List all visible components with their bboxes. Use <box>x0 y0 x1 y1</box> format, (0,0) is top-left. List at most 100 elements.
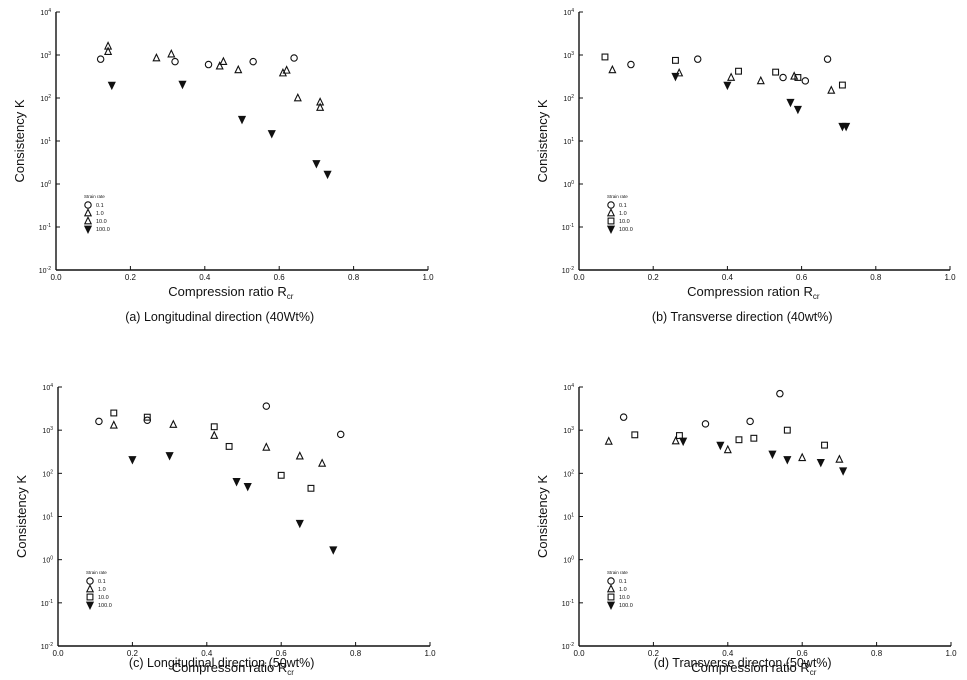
series-10-0 <box>104 41 325 111</box>
data-point <box>165 452 174 461</box>
series-1-0 <box>604 435 844 463</box>
x-axis-title: Compresson ratio Rcr <box>172 660 295 677</box>
chart-panel-3: 0.0 0.2 0.4 0.6 0.8 1.0 10-2 10-1 100 101 102 103 10… <box>14 383 436 677</box>
data-point <box>143 413 151 421</box>
data-point <box>96 55 105 63</box>
y-tick-label: 102 <box>40 94 51 103</box>
x-axis-title: Compression ration Rcr <box>687 284 820 301</box>
x-tick-label: 0.6 <box>796 273 808 282</box>
data-point <box>210 430 219 439</box>
legend: Strain rate 0.1 1.0 10.0 100.0 <box>606 194 633 235</box>
series-100-0 <box>679 437 848 476</box>
data-point <box>672 56 679 64</box>
legend-marker <box>84 201 92 209</box>
legend-label: 1.0 <box>96 211 104 217</box>
x-axis-title: Compression ratio Rcr <box>691 660 817 677</box>
data-point <box>128 456 137 465</box>
legend-marker <box>83 225 93 235</box>
data-point <box>316 102 325 111</box>
data-point <box>169 419 178 428</box>
y-tick-label: 102 <box>563 94 574 103</box>
data-point <box>178 80 187 90</box>
legend-label: 0.1 <box>98 579 106 585</box>
data-point <box>631 431 639 439</box>
legend-label: 0.1 <box>96 203 104 209</box>
data-point <box>336 430 345 439</box>
legend-marker <box>606 207 616 217</box>
data-point <box>215 61 224 70</box>
data-point <box>210 423 218 431</box>
series-0-1 <box>627 55 832 85</box>
data-point <box>237 115 247 125</box>
x-tick-label: 0.8 <box>871 649 883 658</box>
series-100-0 <box>671 72 851 132</box>
legend-label: 100.0 <box>98 603 112 609</box>
data-point <box>783 456 792 465</box>
data-point <box>171 57 179 66</box>
x-axis-title: Compression ratio Rcr <box>168 284 294 301</box>
data-point <box>312 160 321 169</box>
data-point <box>232 478 241 487</box>
chart-panel-2: 0.0 0.2 0.4 0.6 0.8 1.0 10-2 10-1 100 101 102 103 10… <box>535 8 956 324</box>
data-point <box>293 92 302 102</box>
y-tick-label: 101 <box>40 137 51 146</box>
data-point <box>627 60 635 69</box>
data-point <box>693 55 702 63</box>
panel-caption: (b) Transverse direction (40wt%) <box>652 310 833 324</box>
data-point <box>727 72 736 81</box>
data-point <box>671 435 680 445</box>
series-0-1 <box>95 402 345 439</box>
legend-marker <box>86 593 94 601</box>
data-point <box>772 68 780 76</box>
x-tick-label: 0.2 <box>648 273 660 282</box>
panel-caption: (a) Longitudinal direction (40Wt%) <box>125 310 314 324</box>
y-tick-label: 103 <box>563 51 574 60</box>
series-1-0 <box>109 419 327 467</box>
data-point <box>716 441 725 451</box>
x-tick-label: 0.8 <box>350 649 362 658</box>
data-point <box>290 54 298 62</box>
y-tick-label: 10-1 <box>41 599 53 608</box>
data-point <box>262 402 271 410</box>
data-point <box>329 546 338 555</box>
series-10-0 <box>601 53 846 89</box>
data-point <box>104 41 113 50</box>
series-10-0 <box>631 426 828 449</box>
data-point <box>750 434 758 442</box>
y-tick-label: 100 <box>40 180 51 189</box>
data-point <box>277 471 285 479</box>
y-tick-label: 10-2 <box>39 266 51 275</box>
data-point <box>619 413 628 421</box>
data-point <box>601 53 609 61</box>
legend-label: 0.1 <box>619 579 627 585</box>
legend-label: 0.1 <box>619 203 627 209</box>
y-axis-title: Consistency K <box>535 99 550 182</box>
legend-marker <box>607 577 615 585</box>
data-point <box>323 170 332 180</box>
y-tick-label: 101 <box>42 513 53 522</box>
legend-marker <box>83 215 93 225</box>
data-point <box>839 467 848 476</box>
data-point <box>107 81 116 91</box>
data-point <box>110 409 118 417</box>
data-point <box>779 73 787 82</box>
data-point <box>679 437 688 447</box>
series-100-0 <box>128 452 338 555</box>
data-point <box>835 454 844 463</box>
data-point <box>243 482 252 492</box>
x-tick-label: 0.0 <box>52 649 64 658</box>
x-tick-label: 0.4 <box>722 273 734 282</box>
y-tick-label: 100 <box>563 556 574 565</box>
legend-title: Strain rate <box>86 570 107 575</box>
series-0-1 <box>96 54 298 69</box>
legend-marker <box>83 207 93 217</box>
legend: Strain rate 0.1 1.0 10.0 100.0 <box>606 570 633 611</box>
y-tick-label: 100 <box>563 180 574 189</box>
y-tick-label: 103 <box>563 426 574 435</box>
legend-label: 1.0 <box>619 587 627 593</box>
legend-label: 10.0 <box>619 595 630 601</box>
data-point <box>225 442 233 450</box>
data-point <box>842 122 851 132</box>
y-tick-label: 104 <box>563 383 574 392</box>
y-tick-label: 10-1 <box>562 223 574 232</box>
